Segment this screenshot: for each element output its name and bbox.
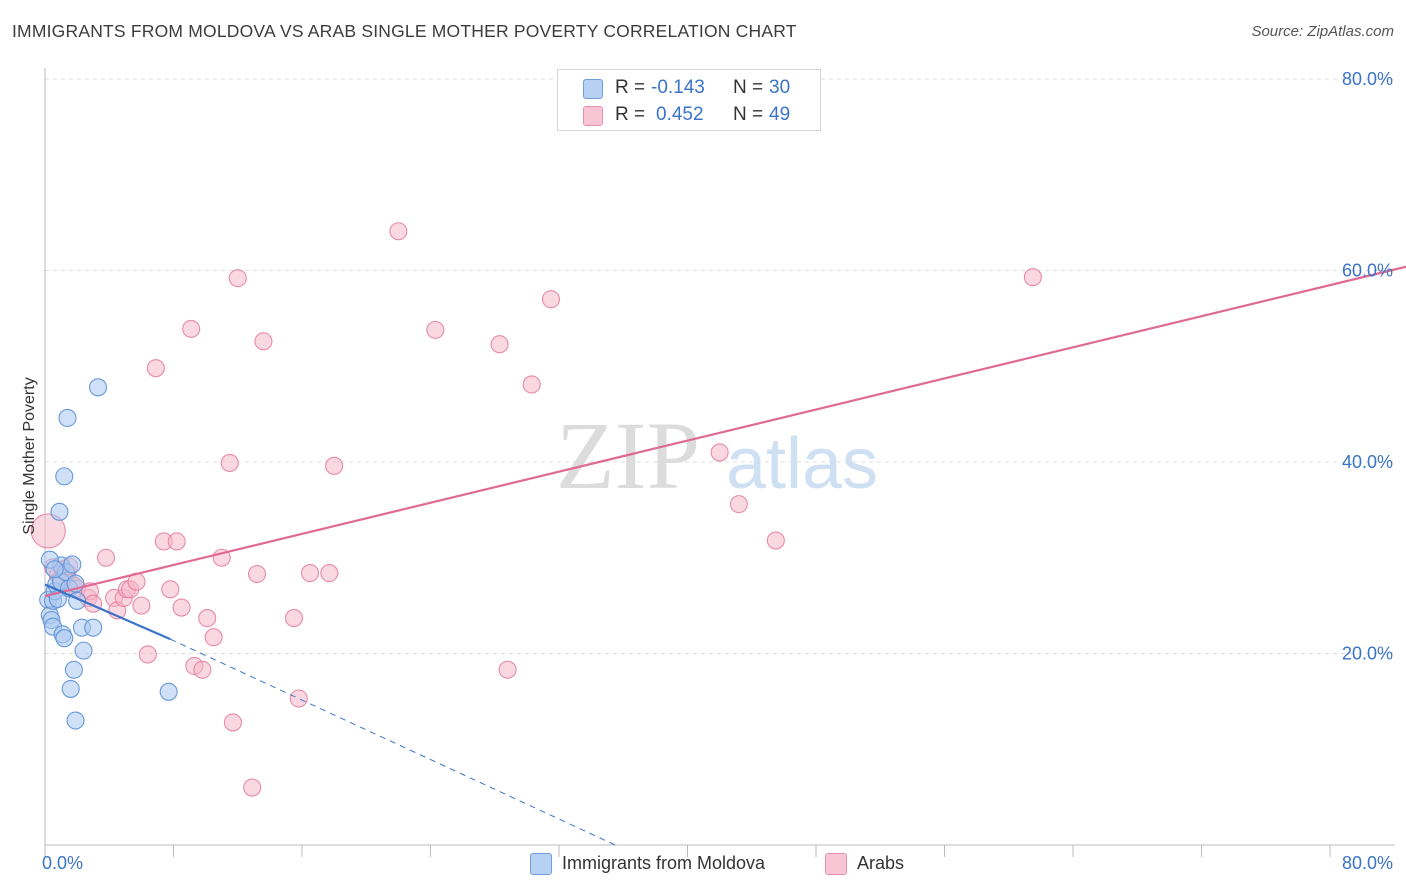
legend-n-value: 30 [769,77,791,98]
arabs-point [138,645,157,664]
arabs-point [243,778,262,797]
arabs-trend-line [44,265,1406,598]
moldova-point [74,641,93,660]
arabs-point [426,320,445,339]
arabs-point [182,319,201,338]
arabs-point [204,628,223,647]
arabs-point [541,290,561,309]
axes [44,68,1395,857]
arabs-point [132,596,151,615]
moldova-point [64,660,83,679]
legend-swatch-pink [583,106,603,126]
arabs-point [300,564,320,583]
arabs-point [30,513,66,549]
x-tick-label-max: 80.0% [1342,853,1393,873]
legend-n-label: N = [733,104,764,125]
arabs-point [389,222,408,241]
moldova-point [55,629,74,648]
arabs-point [228,269,247,288]
moldova-points [39,378,178,730]
moldova-point [159,682,178,701]
y-tick-label: 60.0% [1342,261,1393,281]
moldova-trend-line [44,583,171,641]
chart-title: IMMIGRANTS FROM MOLDOVA VS ARAB SINGLE M… [12,21,797,41]
trend-lines [44,265,1406,846]
moldova-point [88,378,108,397]
x-tick-label-min: 0.0% [42,853,83,873]
arabs-point [498,660,517,679]
arabs-point [284,609,304,628]
moldova-trend-extension [170,638,616,846]
arabs-point [223,713,242,732]
arabs-point [710,443,729,462]
bottom-legend-swatch-pink [825,853,847,875]
watermark: ZIP atlas [556,402,878,509]
legend-r-label: R = [615,104,646,125]
y-tick-label: 80.0% [1342,69,1393,89]
arabs-point [522,375,541,394]
arabs-points [30,222,1042,797]
legend-n-value: 49 [769,104,791,125]
legend-r-value: -0.143 [651,77,705,98]
source-label: Source: ZipAtlas.com [1251,23,1394,40]
y-axis-title: Single Mother Poverty [21,377,38,534]
moldova-point [58,408,77,428]
arabs-point [193,660,212,679]
moldova-point [66,711,85,730]
arabs-point [325,456,344,475]
arabs-point [766,531,785,550]
arabs-point [729,495,748,514]
arabs-point [490,335,509,354]
arabs-point [1023,268,1042,287]
y-tick-label: 40.0% [1342,452,1393,472]
arabs-point [96,548,116,567]
moldova-point [84,618,103,637]
arabs-point [320,564,339,583]
arabs-point [161,580,180,599]
moldova-point [55,467,74,486]
moldova-point [63,555,82,574]
arabs-point [247,564,267,584]
arabs-point [289,689,308,708]
axis-labels: 20.0% 40.0% 60.0% 80.0% 0.0% 80.0% Single Moth… [21,69,1393,873]
moldova-point [61,679,80,698]
bottom-legend-label-arabs: Arabs [857,853,905,873]
arabs-point [146,359,165,378]
legend-r-label: R = [615,77,646,98]
moldova-point [50,502,69,521]
arabs-point [220,453,239,473]
arabs-point [254,332,273,351]
arabs-point [172,598,191,617]
arabs-point [167,532,186,551]
bottom-legend-label-moldova: Immigrants from Moldova [562,853,766,873]
bottom-legend-swatch-blue [530,853,552,875]
y-tick-label: 20.0% [1342,644,1393,664]
correlation-legend: R = -0.143 N = 30 R = 0.452 N = 49 [557,69,821,131]
legend-swatch-blue [583,79,603,99]
watermark-atlas: atlas [726,424,878,504]
legend-n-label: N = [733,77,764,98]
arabs-point [198,609,217,628]
legend-r-value: 0.452 [656,104,704,125]
grid-lines [45,78,1395,654]
moldova-point [45,560,64,579]
